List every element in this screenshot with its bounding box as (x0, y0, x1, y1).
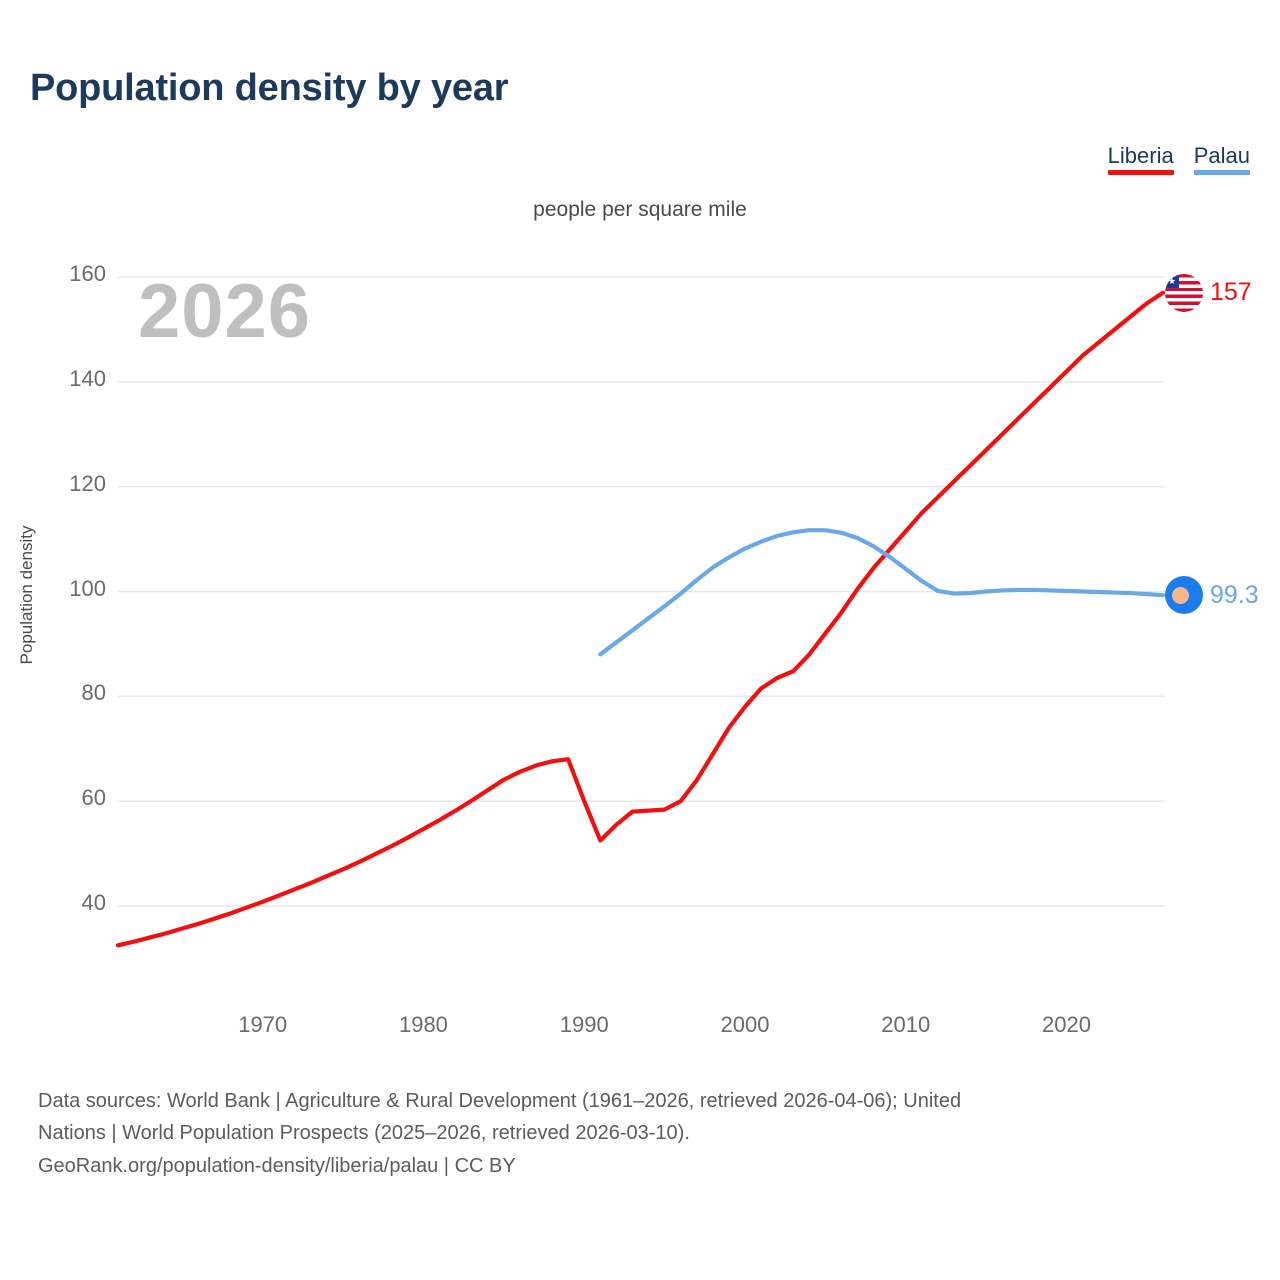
y-tick-label: 60 (81, 785, 106, 811)
y-tick-label: 40 (81, 890, 106, 915)
endpoint-value-palau: 99.3 (1210, 580, 1259, 609)
y-axis-label: Population density (17, 525, 36, 665)
x-tick-label: 1990 (559, 1012, 609, 1037)
x-tick-label: 1980 (398, 1012, 448, 1037)
legend-rule-liberia (1107, 170, 1174, 176)
liberia-flag-star: ★ (1168, 275, 1177, 286)
plot-area: 2026 Population density 40 60 80 100 120 140 1… (17, 261, 1259, 1037)
liberia-flag-icon: ★ (1165, 273, 1203, 312)
y-tick-label: 80 (81, 680, 106, 706)
series-line-palau (598, 528, 1166, 657)
footer-sources: Data sources: World Bank | Agriculture &… (38, 1085, 1253, 1182)
x-tick-label: 2000 (720, 1012, 770, 1037)
footer-line-2: Nations | World Population Prospects (20… (38, 1122, 690, 1145)
series-line-liberia (115, 290, 1166, 948)
chart-legend: Liberia Palau (1107, 143, 1250, 176)
y-tick-label: 120 (69, 470, 106, 496)
palau-flag-disc (1172, 587, 1189, 605)
legend-label-liberia: Liberia (1107, 143, 1174, 168)
legend-rule-palau (1193, 170, 1250, 176)
x-tick-label: 1970 (238, 1012, 288, 1037)
page-title: Population density by year (30, 67, 509, 109)
endpoint-value-liberia: 157 (1210, 278, 1252, 307)
line-chart-svg (115, 276, 1166, 948)
x-tick-label: 2020 (1042, 1012, 1091, 1037)
legend-item-liberia[interactable]: Liberia (1107, 143, 1174, 176)
y-tick-label: 100 (69, 575, 106, 601)
legend-label-palau: Palau (1193, 143, 1250, 168)
footer-line-3: GeoRank.org/population-density/liberia/p… (38, 1154, 516, 1177)
x-tick-label: 2010 (881, 1012, 931, 1037)
liberia-flag-canton (1165, 273, 1179, 288)
footer-line-1: Data sources: World Bank | Agriculture &… (38, 1090, 962, 1112)
chart-subtitle: people per square mile (533, 198, 747, 221)
y-tick-label: 160 (69, 261, 106, 286)
legend-item-palau[interactable]: Palau (1193, 143, 1250, 176)
watermark-year: 2026 (138, 269, 312, 354)
palau-flag-icon (1165, 576, 1203, 615)
y-tick-label: 140 (69, 365, 106, 391)
endpoint-marker-liberia[interactable]: ★ 157 (1165, 273, 1252, 312)
endpoint-marker-palau[interactable]: 99.3 (1165, 576, 1259, 615)
